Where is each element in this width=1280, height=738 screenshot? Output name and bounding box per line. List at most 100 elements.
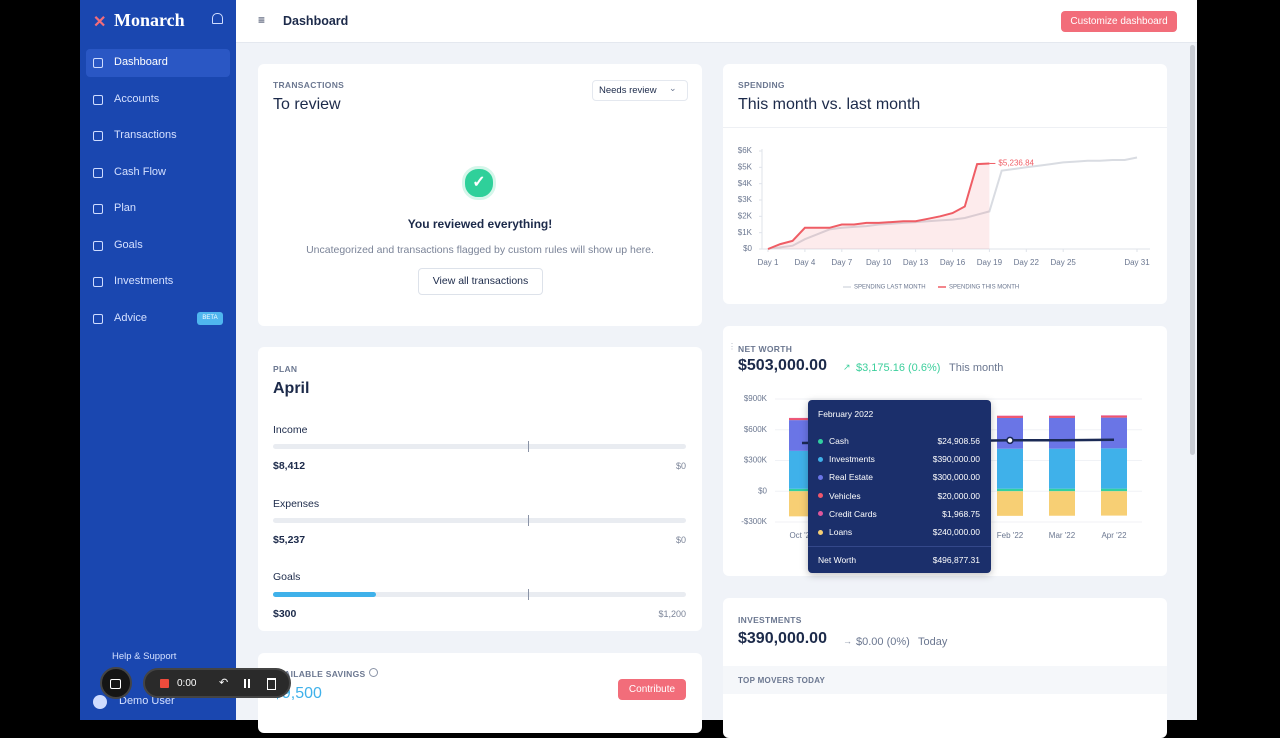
x-tick-label: Day 16	[940, 258, 966, 267]
x-tick-label: Day 22	[1014, 258, 1040, 267]
tooltip-dot	[818, 438, 823, 444]
tooltip-dot	[818, 474, 823, 480]
y-tick-label: $6K	[738, 146, 753, 155]
y-tick-label: $1K	[738, 228, 753, 237]
card-label: AVAILABLE SAVINGS	[273, 669, 366, 679]
tooltip-dot	[818, 456, 823, 462]
delete-button[interactable]	[267, 678, 276, 690]
help-link[interactable]: Help & Support	[112, 651, 177, 662]
flat-arrow: →	[843, 636, 852, 646]
bar-segment	[1101, 448, 1127, 489]
undo-button[interactable]: ↶	[219, 677, 229, 689]
bar-segment	[789, 488, 815, 492]
line	[767, 162, 990, 250]
row-limit: $1,200	[658, 609, 686, 619]
y-tick-label: $600K	[744, 425, 768, 434]
timer: 0:00	[177, 678, 197, 689]
nav-item[interactable]: Goals	[114, 238, 143, 251]
brand: Monarch	[114, 10, 185, 30]
x-tick-label: Feb '22	[997, 531, 1024, 540]
view-button[interactable]: View all transactions	[418, 268, 543, 295]
tooltip-name: Credit Cards	[829, 508, 877, 519]
nav-item[interactable]: Investments	[114, 275, 174, 287]
bar-segment	[1049, 417, 1075, 449]
x-tick-label: Day 4	[794, 258, 815, 267]
nav-icon	[93, 58, 103, 68]
filter-select[interactable]: Needs review ⌄	[592, 80, 688, 101]
bar-segment	[1101, 491, 1127, 516]
beta-badge: BETA	[197, 312, 223, 325]
nav-icon	[93, 204, 103, 214]
hover-dot	[1006, 436, 1014, 445]
legend-label: SPENDING THIS MONTH	[949, 285, 1019, 291]
x-tick-label: Day 19	[977, 258, 1003, 267]
contribute-button[interactable]: Contribute	[618, 679, 686, 700]
row-limit: $0	[675, 535, 686, 545]
user-name[interactable]: Demo User	[119, 695, 175, 707]
bar-segment	[1049, 488, 1075, 492]
card-label: INVESTMENTS	[738, 615, 802, 625]
tooltip-divider	[808, 546, 991, 547]
nav-icon	[93, 240, 103, 251]
tooltip-value: $24,908.56	[937, 436, 980, 446]
card-title: April	[273, 380, 310, 397]
bell[interactable]	[212, 13, 223, 24]
nav-item[interactable]: Transactions	[114, 129, 177, 141]
empty-heading: You reviewed everything!	[407, 217, 553, 231]
x-tick-label: Day 10	[866, 258, 892, 267]
card-label: PLAN	[273, 364, 298, 374]
stop-button[interactable]	[160, 679, 169, 688]
card-label: TRANSACTIONS	[273, 80, 345, 90]
menu-icon[interactable]: ≡	[258, 13, 266, 27]
nav-item[interactable]: Advice	[114, 311, 148, 324]
bar-segment	[997, 417, 1023, 449]
y-tick-label: $900K	[744, 394, 768, 403]
row-value: $300	[273, 608, 297, 620]
annotation: $5,236.84	[998, 159, 1034, 168]
nav-item[interactable]: Cash Flow	[114, 165, 166, 178]
bar-segment	[997, 448, 1023, 489]
bar-segment	[997, 415, 1023, 418]
nav-item[interactable]: Accounts	[114, 92, 160, 105]
sub-label: TOP MOVERS TODAY	[738, 676, 826, 685]
tooltip-name: Investments	[829, 454, 875, 465]
charts: $0 $1K $2K $3K $4K $5K $6K Day 1 Day 4 Day 7 Day 1…	[738, 146, 1150, 540]
y-tick-label: $5K	[738, 162, 753, 171]
bar-segment	[997, 415, 1023, 417]
y-tick-label: $0	[758, 486, 767, 495]
page: {"sidebar":{"brand":"Monarch","nav":["Da…	[80, 0, 1197, 738]
up-arrow: ↗	[843, 362, 851, 372]
scrollbar	[1190, 45, 1195, 455]
area	[768, 163, 990, 249]
camera-button[interactable]	[100, 667, 132, 699]
progress-marker	[528, 441, 529, 452]
bar-segment	[1049, 491, 1075, 516]
drag-handle[interactable]: ⋮	[728, 342, 736, 351]
progress-marker	[528, 515, 529, 526]
nav-icon	[93, 167, 103, 178]
bar-segment	[1049, 415, 1075, 418]
logo-icon: ✕	[93, 14, 107, 31]
tooltip-name: Real Estate	[829, 472, 873, 483]
investments-card: INVESTMENTS $390,000.00 → $0.00 (0%) Tod…	[723, 598, 1167, 738]
nav-item[interactable]: Plan	[114, 202, 137, 214]
customize-button[interactable]: Customize dashboard	[1061, 11, 1177, 32]
plan-card: PLAN April Income $8,412 $0 Expenses $5,…	[258, 347, 702, 631]
row-name: Expenses	[273, 498, 320, 510]
y-tick-label: $2K	[738, 211, 753, 220]
nav-item[interactable]: Dashboard	[114, 56, 168, 68]
nav-icon	[93, 131, 103, 141]
nav-icon	[93, 277, 103, 287]
investments-value: $390,000.00	[738, 630, 827, 647]
info-icon[interactable]	[369, 668, 378, 677]
tooltip-value: $300,000.00	[932, 472, 980, 483]
transactions-card: TRANSACTIONS To review Needs review ⌄ ✓ …	[258, 64, 702, 326]
pause-button[interactable]	[244, 679, 246, 688]
nav-icon	[93, 94, 103, 105]
chevron: ⌄	[669, 83, 677, 93]
tooltip-name: Loans	[829, 527, 853, 537]
check-icon: ✓	[462, 166, 496, 200]
x-tick-label: Day 7	[831, 258, 852, 267]
row-value: $8,412	[273, 460, 306, 472]
x-tick-label: Mar '22	[1049, 531, 1076, 540]
